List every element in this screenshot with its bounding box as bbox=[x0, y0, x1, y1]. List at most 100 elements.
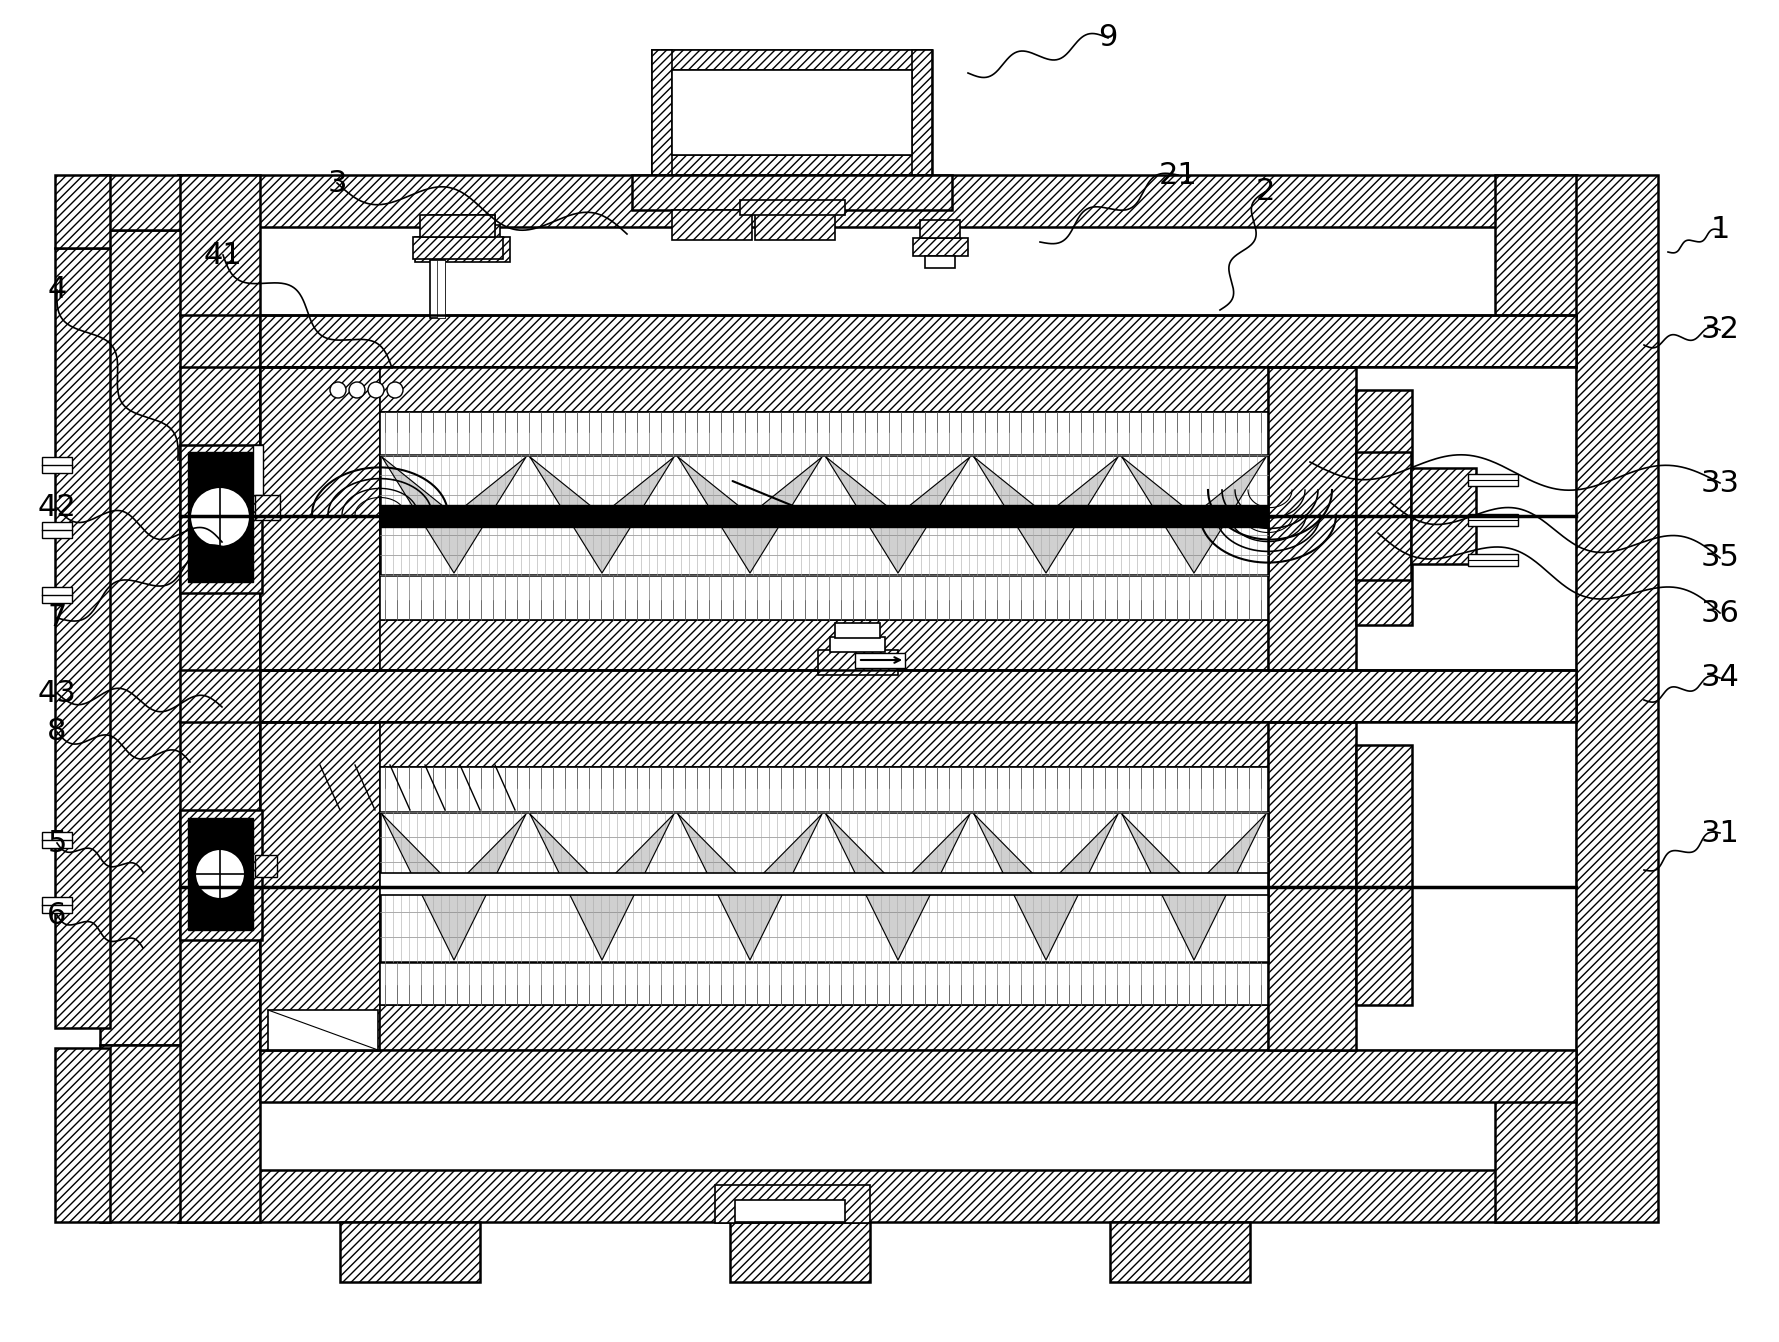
Bar bbox=[178, 1170, 1576, 1223]
Bar bbox=[180, 446, 262, 593]
Bar bbox=[43, 586, 71, 603]
Bar bbox=[925, 256, 955, 268]
Bar bbox=[1411, 468, 1477, 564]
Text: 42: 42 bbox=[37, 494, 76, 522]
Text: 1: 1 bbox=[1710, 216, 1729, 244]
Bar bbox=[43, 832, 71, 848]
Polygon shape bbox=[973, 458, 1117, 573]
Bar bbox=[43, 458, 71, 472]
Bar bbox=[425, 225, 500, 240]
Bar bbox=[381, 455, 1268, 574]
Bar bbox=[1268, 722, 1356, 1049]
Bar bbox=[1494, 174, 1576, 1223]
Polygon shape bbox=[530, 458, 674, 573]
Bar bbox=[260, 722, 1576, 1049]
Polygon shape bbox=[382, 458, 527, 573]
Bar bbox=[55, 1048, 110, 1223]
Bar bbox=[254, 855, 278, 878]
Bar bbox=[100, 229, 180, 1045]
Bar bbox=[672, 70, 913, 154]
Bar bbox=[100, 174, 180, 229]
Text: 34: 34 bbox=[1701, 663, 1740, 692]
Bar bbox=[413, 238, 503, 259]
Polygon shape bbox=[678, 815, 822, 960]
Text: 33: 33 bbox=[1701, 468, 1740, 498]
Circle shape bbox=[329, 382, 345, 399]
Bar bbox=[1468, 514, 1517, 526]
Bar bbox=[834, 623, 881, 637]
Polygon shape bbox=[825, 815, 970, 960]
Bar bbox=[55, 248, 110, 1028]
Bar bbox=[415, 238, 511, 262]
Bar bbox=[260, 366, 381, 670]
Bar bbox=[269, 1011, 377, 1049]
Text: 2: 2 bbox=[1256, 177, 1276, 207]
Bar bbox=[1110, 1223, 1251, 1282]
Bar bbox=[632, 174, 952, 209]
Bar bbox=[100, 1045, 180, 1223]
Bar bbox=[438, 260, 445, 318]
Bar bbox=[189, 452, 253, 582]
Bar bbox=[381, 412, 1268, 620]
Text: 4: 4 bbox=[48, 275, 66, 305]
Polygon shape bbox=[382, 815, 527, 960]
Bar bbox=[381, 620, 1268, 670]
Bar bbox=[254, 495, 279, 519]
Circle shape bbox=[388, 382, 404, 399]
Bar bbox=[1268, 366, 1356, 670]
Bar bbox=[735, 1200, 845, 1223]
Bar bbox=[1356, 452, 1411, 580]
Bar bbox=[180, 811, 262, 939]
Bar bbox=[260, 1049, 1576, 1102]
Bar bbox=[381, 505, 1268, 527]
Bar bbox=[178, 174, 1576, 227]
Bar bbox=[729, 1223, 870, 1282]
Bar bbox=[260, 670, 1576, 722]
Circle shape bbox=[190, 487, 251, 548]
Circle shape bbox=[349, 382, 365, 399]
Bar bbox=[381, 874, 1268, 895]
Bar bbox=[1356, 391, 1413, 625]
Bar bbox=[43, 896, 71, 913]
Polygon shape bbox=[530, 815, 674, 960]
Circle shape bbox=[196, 849, 246, 899]
Text: 31: 31 bbox=[1701, 819, 1740, 848]
Bar bbox=[340, 1223, 480, 1282]
Bar bbox=[178, 174, 260, 1223]
Bar bbox=[913, 238, 968, 256]
Bar bbox=[920, 220, 961, 238]
Text: 8: 8 bbox=[48, 718, 68, 746]
Text: 21: 21 bbox=[1158, 161, 1197, 189]
Bar bbox=[740, 200, 845, 215]
Bar bbox=[253, 446, 263, 495]
Bar bbox=[260, 315, 1576, 366]
Text: 36: 36 bbox=[1701, 599, 1740, 628]
Bar bbox=[913, 50, 932, 174]
Bar bbox=[651, 50, 672, 174]
Bar bbox=[715, 1185, 870, 1223]
Bar bbox=[431, 215, 495, 227]
Text: 41: 41 bbox=[203, 240, 242, 270]
Bar bbox=[651, 154, 932, 174]
Bar bbox=[1468, 474, 1517, 486]
Bar bbox=[1468, 554, 1517, 566]
Bar bbox=[189, 819, 253, 930]
Bar bbox=[381, 812, 1268, 962]
Bar bbox=[381, 722, 1268, 768]
Bar bbox=[381, 768, 1268, 1005]
Polygon shape bbox=[973, 815, 1117, 960]
Bar bbox=[381, 1005, 1268, 1049]
Bar bbox=[818, 650, 898, 675]
Text: 35: 35 bbox=[1701, 544, 1740, 573]
Bar bbox=[856, 654, 906, 668]
Text: 6: 6 bbox=[48, 900, 66, 930]
Bar bbox=[831, 637, 884, 652]
Bar bbox=[1356, 745, 1413, 1005]
Bar bbox=[431, 260, 445, 318]
Polygon shape bbox=[1123, 815, 1267, 960]
Text: 5: 5 bbox=[48, 828, 66, 858]
Text: 9: 9 bbox=[1098, 24, 1117, 52]
Polygon shape bbox=[825, 458, 970, 573]
Polygon shape bbox=[1123, 458, 1267, 573]
Bar bbox=[754, 209, 834, 240]
